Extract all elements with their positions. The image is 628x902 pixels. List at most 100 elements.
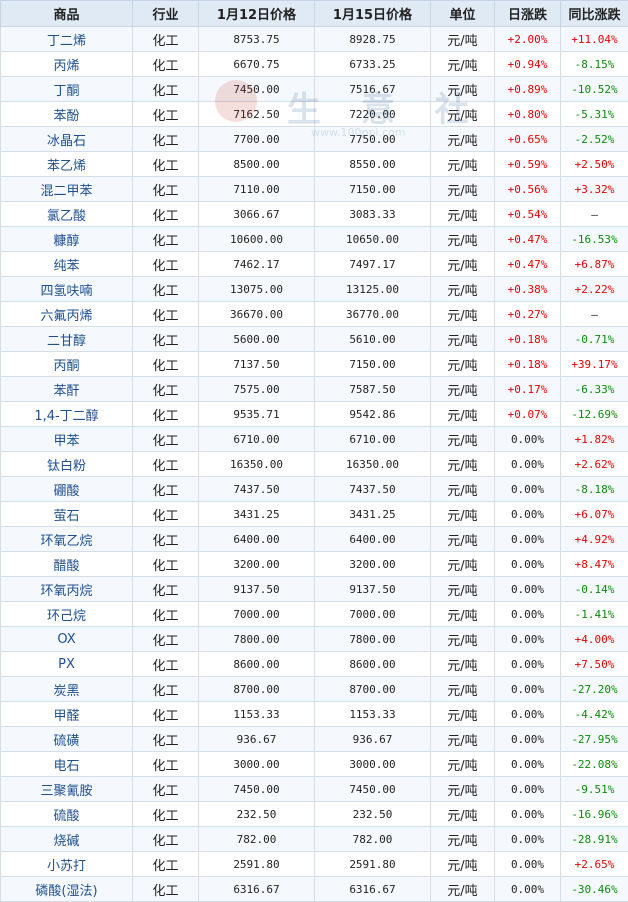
yoy-change-cell: -4.42% <box>560 701 628 727</box>
unit-cell: 元/吨 <box>430 101 495 127</box>
yoy-change-cell: -28.91% <box>560 826 628 852</box>
price-jan12-cell: 5600.00 <box>198 326 315 352</box>
commodity-name-link[interactable]: 丙酮 <box>0 351 133 377</box>
table-body: 丁二烯 化工 8753.75 8928.75 元/吨 +2.00% +11.04% 丙烯 化工 6… <box>0 26 628 902</box>
unit-cell: 元/吨 <box>430 151 495 177</box>
table-row: 丙烯 化工 6670.75 6733.25 元/吨 +0.94% -8.15% <box>0 51 628 77</box>
price-jan12-cell: 7162.50 <box>198 101 315 127</box>
industry-cell: 化工 <box>132 601 199 627</box>
industry-cell: 化工 <box>132 276 199 302</box>
price-jan15-cell: 7450.00 <box>314 776 431 802</box>
table-row: 四氢呋喃 化工 13075.00 13125.00 元/吨 +0.38% +2.22% <box>0 276 628 302</box>
unit-cell: 元/吨 <box>430 126 495 152</box>
commodity-name-link[interactable]: 三聚氰胺 <box>0 776 133 802</box>
table-row: 苯乙烯 化工 8500.00 8550.00 元/吨 +0.59% +2.50% <box>0 151 628 177</box>
commodity-name-link[interactable]: 磷酸(湿法) <box>0 876 133 902</box>
commodity-name-link[interactable]: 甲苯 <box>0 426 133 452</box>
yoy-change-cell: — <box>560 201 628 227</box>
yoy-change-cell: -2.52% <box>560 126 628 152</box>
commodity-name-link[interactable]: 硼酸 <box>0 476 133 502</box>
price-jan12-cell: 3200.00 <box>198 551 315 577</box>
unit-cell: 元/吨 <box>430 51 495 77</box>
price-jan12-cell: 7450.00 <box>198 76 315 102</box>
table-row: 磷酸(湿法) 化工 6316.67 6316.67 元/吨 0.00% -30.46% <box>0 876 628 902</box>
commodity-name-link[interactable]: 电石 <box>0 751 133 777</box>
yoy-change-cell: +8.47% <box>560 551 628 577</box>
commodity-name-link[interactable]: 炭黑 <box>0 676 133 702</box>
industry-cell: 化工 <box>132 851 199 877</box>
daily-change-cell: +0.18% <box>494 351 561 377</box>
commodity-name-link[interactable]: 苯乙烯 <box>0 151 133 177</box>
yoy-change-cell: +6.87% <box>560 251 628 277</box>
commodity-name-link[interactable]: 苯酐 <box>0 376 133 402</box>
commodity-name-link[interactable]: 苯酚 <box>0 101 133 127</box>
commodity-name-link[interactable]: 二甘醇 <box>0 326 133 352</box>
unit-cell: 元/吨 <box>430 526 495 552</box>
commodity-name-link[interactable]: 小苏打 <box>0 851 133 877</box>
commodity-name-link[interactable]: 萤石 <box>0 501 133 527</box>
price-jan15-cell: 2591.80 <box>314 851 431 877</box>
commodity-name-link[interactable]: 冰晶石 <box>0 126 133 152</box>
commodity-name-link[interactable]: 丁二烯 <box>0 26 133 52</box>
commodity-name-link[interactable]: 氯乙酸 <box>0 201 133 227</box>
commodity-name-link[interactable]: 丁酮 <box>0 76 133 102</box>
commodity-name-link[interactable]: 环己烷 <box>0 601 133 627</box>
commodity-name-link[interactable]: 烧碱 <box>0 826 133 852</box>
daily-change-cell: +2.00% <box>494 26 561 52</box>
commodity-name-link[interactable]: 醋酸 <box>0 551 133 577</box>
commodity-name-link[interactable]: 硫酸 <box>0 801 133 827</box>
table-row: 甲苯 化工 6710.00 6710.00 元/吨 0.00% +1.82% <box>0 426 628 452</box>
price-jan15-cell: 10650.00 <box>314 226 431 252</box>
daily-change-cell: 0.00% <box>494 501 561 527</box>
daily-change-cell: +0.47% <box>494 251 561 277</box>
commodity-name-link[interactable]: 硫磺 <box>0 726 133 752</box>
table-row: 硼酸 化工 7437.50 7437.50 元/吨 0.00% -8.18% <box>0 476 628 502</box>
commodity-name-link[interactable]: OX <box>0 626 133 652</box>
price-jan15-cell: 7150.00 <box>314 351 431 377</box>
yoy-change-cell: +1.82% <box>560 426 628 452</box>
daily-change-cell: 0.00% <box>494 701 561 727</box>
industry-cell: 化工 <box>132 701 199 727</box>
price-jan15-cell: 7516.67 <box>314 76 431 102</box>
commodity-name-link[interactable]: PX <box>0 651 133 677</box>
unit-cell: 元/吨 <box>430 876 495 902</box>
daily-change-cell: +0.18% <box>494 326 561 352</box>
price-jan12-cell: 16350.00 <box>198 451 315 477</box>
price-jan15-cell: 8550.00 <box>314 151 431 177</box>
yoy-change-cell: +6.07% <box>560 501 628 527</box>
commodity-name-link[interactable]: 甲醛 <box>0 701 133 727</box>
unit-cell: 元/吨 <box>430 776 495 802</box>
price-jan12-cell: 8700.00 <box>198 676 315 702</box>
table-row: 硫磺 化工 936.67 936.67 元/吨 0.00% -27.95% <box>0 726 628 752</box>
price-jan15-cell: 16350.00 <box>314 451 431 477</box>
unit-cell: 元/吨 <box>430 626 495 652</box>
price-jan15-cell: 3200.00 <box>314 551 431 577</box>
price-jan12-cell: 936.67 <box>198 726 315 752</box>
commodity-name-link[interactable]: 糠醇 <box>0 226 133 252</box>
unit-cell: 元/吨 <box>430 676 495 702</box>
price-jan15-cell: 36770.00 <box>314 301 431 327</box>
commodity-name-link[interactable]: 四氢呋喃 <box>0 276 133 302</box>
header-commodity: 商品 <box>0 0 133 27</box>
commodity-name-link[interactable]: 1,4-丁二醇 <box>0 401 133 427</box>
commodity-name-link[interactable]: 环氧乙烷 <box>0 526 133 552</box>
commodity-name-link[interactable]: 钛白粉 <box>0 451 133 477</box>
header-price-jan15: 1月15日价格 <box>314 0 431 27</box>
price-jan15-cell: 8700.00 <box>314 676 431 702</box>
unit-cell: 元/吨 <box>430 376 495 402</box>
unit-cell: 元/吨 <box>430 276 495 302</box>
commodity-name-link[interactable]: 丙烯 <box>0 51 133 77</box>
commodity-name-link[interactable]: 纯苯 <box>0 251 133 277</box>
table-header: 商品 行业 1月12日价格 1月15日价格 单位 日涨跌 同比涨跌 <box>0 0 628 27</box>
commodity-name-link[interactable]: 环氧丙烷 <box>0 576 133 602</box>
price-jan15-cell: 7587.50 <box>314 376 431 402</box>
daily-change-cell: +0.47% <box>494 226 561 252</box>
commodity-name-link[interactable]: 六氟丙烯 <box>0 301 133 327</box>
yoy-change-cell: -16.96% <box>560 801 628 827</box>
table-row: 氯乙酸 化工 3066.67 3083.33 元/吨 +0.54% — <box>0 201 628 227</box>
industry-cell: 化工 <box>132 576 199 602</box>
price-jan15-cell: 7000.00 <box>314 601 431 627</box>
yoy-change-cell: -5.31% <box>560 101 628 127</box>
price-jan12-cell: 7575.00 <box>198 376 315 402</box>
commodity-name-link[interactable]: 混二甲苯 <box>0 176 133 202</box>
